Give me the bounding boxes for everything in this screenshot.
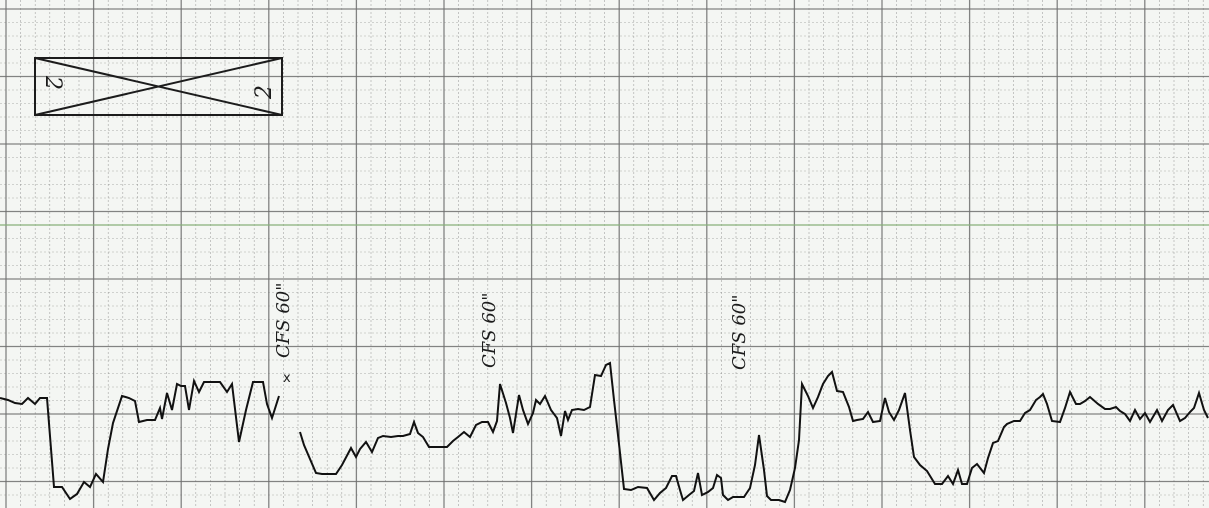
- annotation-2: CFS 60": [479, 293, 500, 369]
- left-glyph: 2: [40, 75, 65, 90]
- trace: [0, 361, 1209, 504]
- bowtie-icon: [34, 57, 283, 116]
- header-symbol: 2 2: [34, 57, 283, 116]
- trace-segment-2: [299, 361, 1209, 504]
- trace-segment-1: [0, 377, 280, 501]
- annotation-1: CFS 60": [273, 283, 294, 359]
- right-glyph: 2: [252, 85, 277, 100]
- annotation-3: CFS 60": [729, 295, 750, 371]
- end-mark: x: [283, 371, 291, 386]
